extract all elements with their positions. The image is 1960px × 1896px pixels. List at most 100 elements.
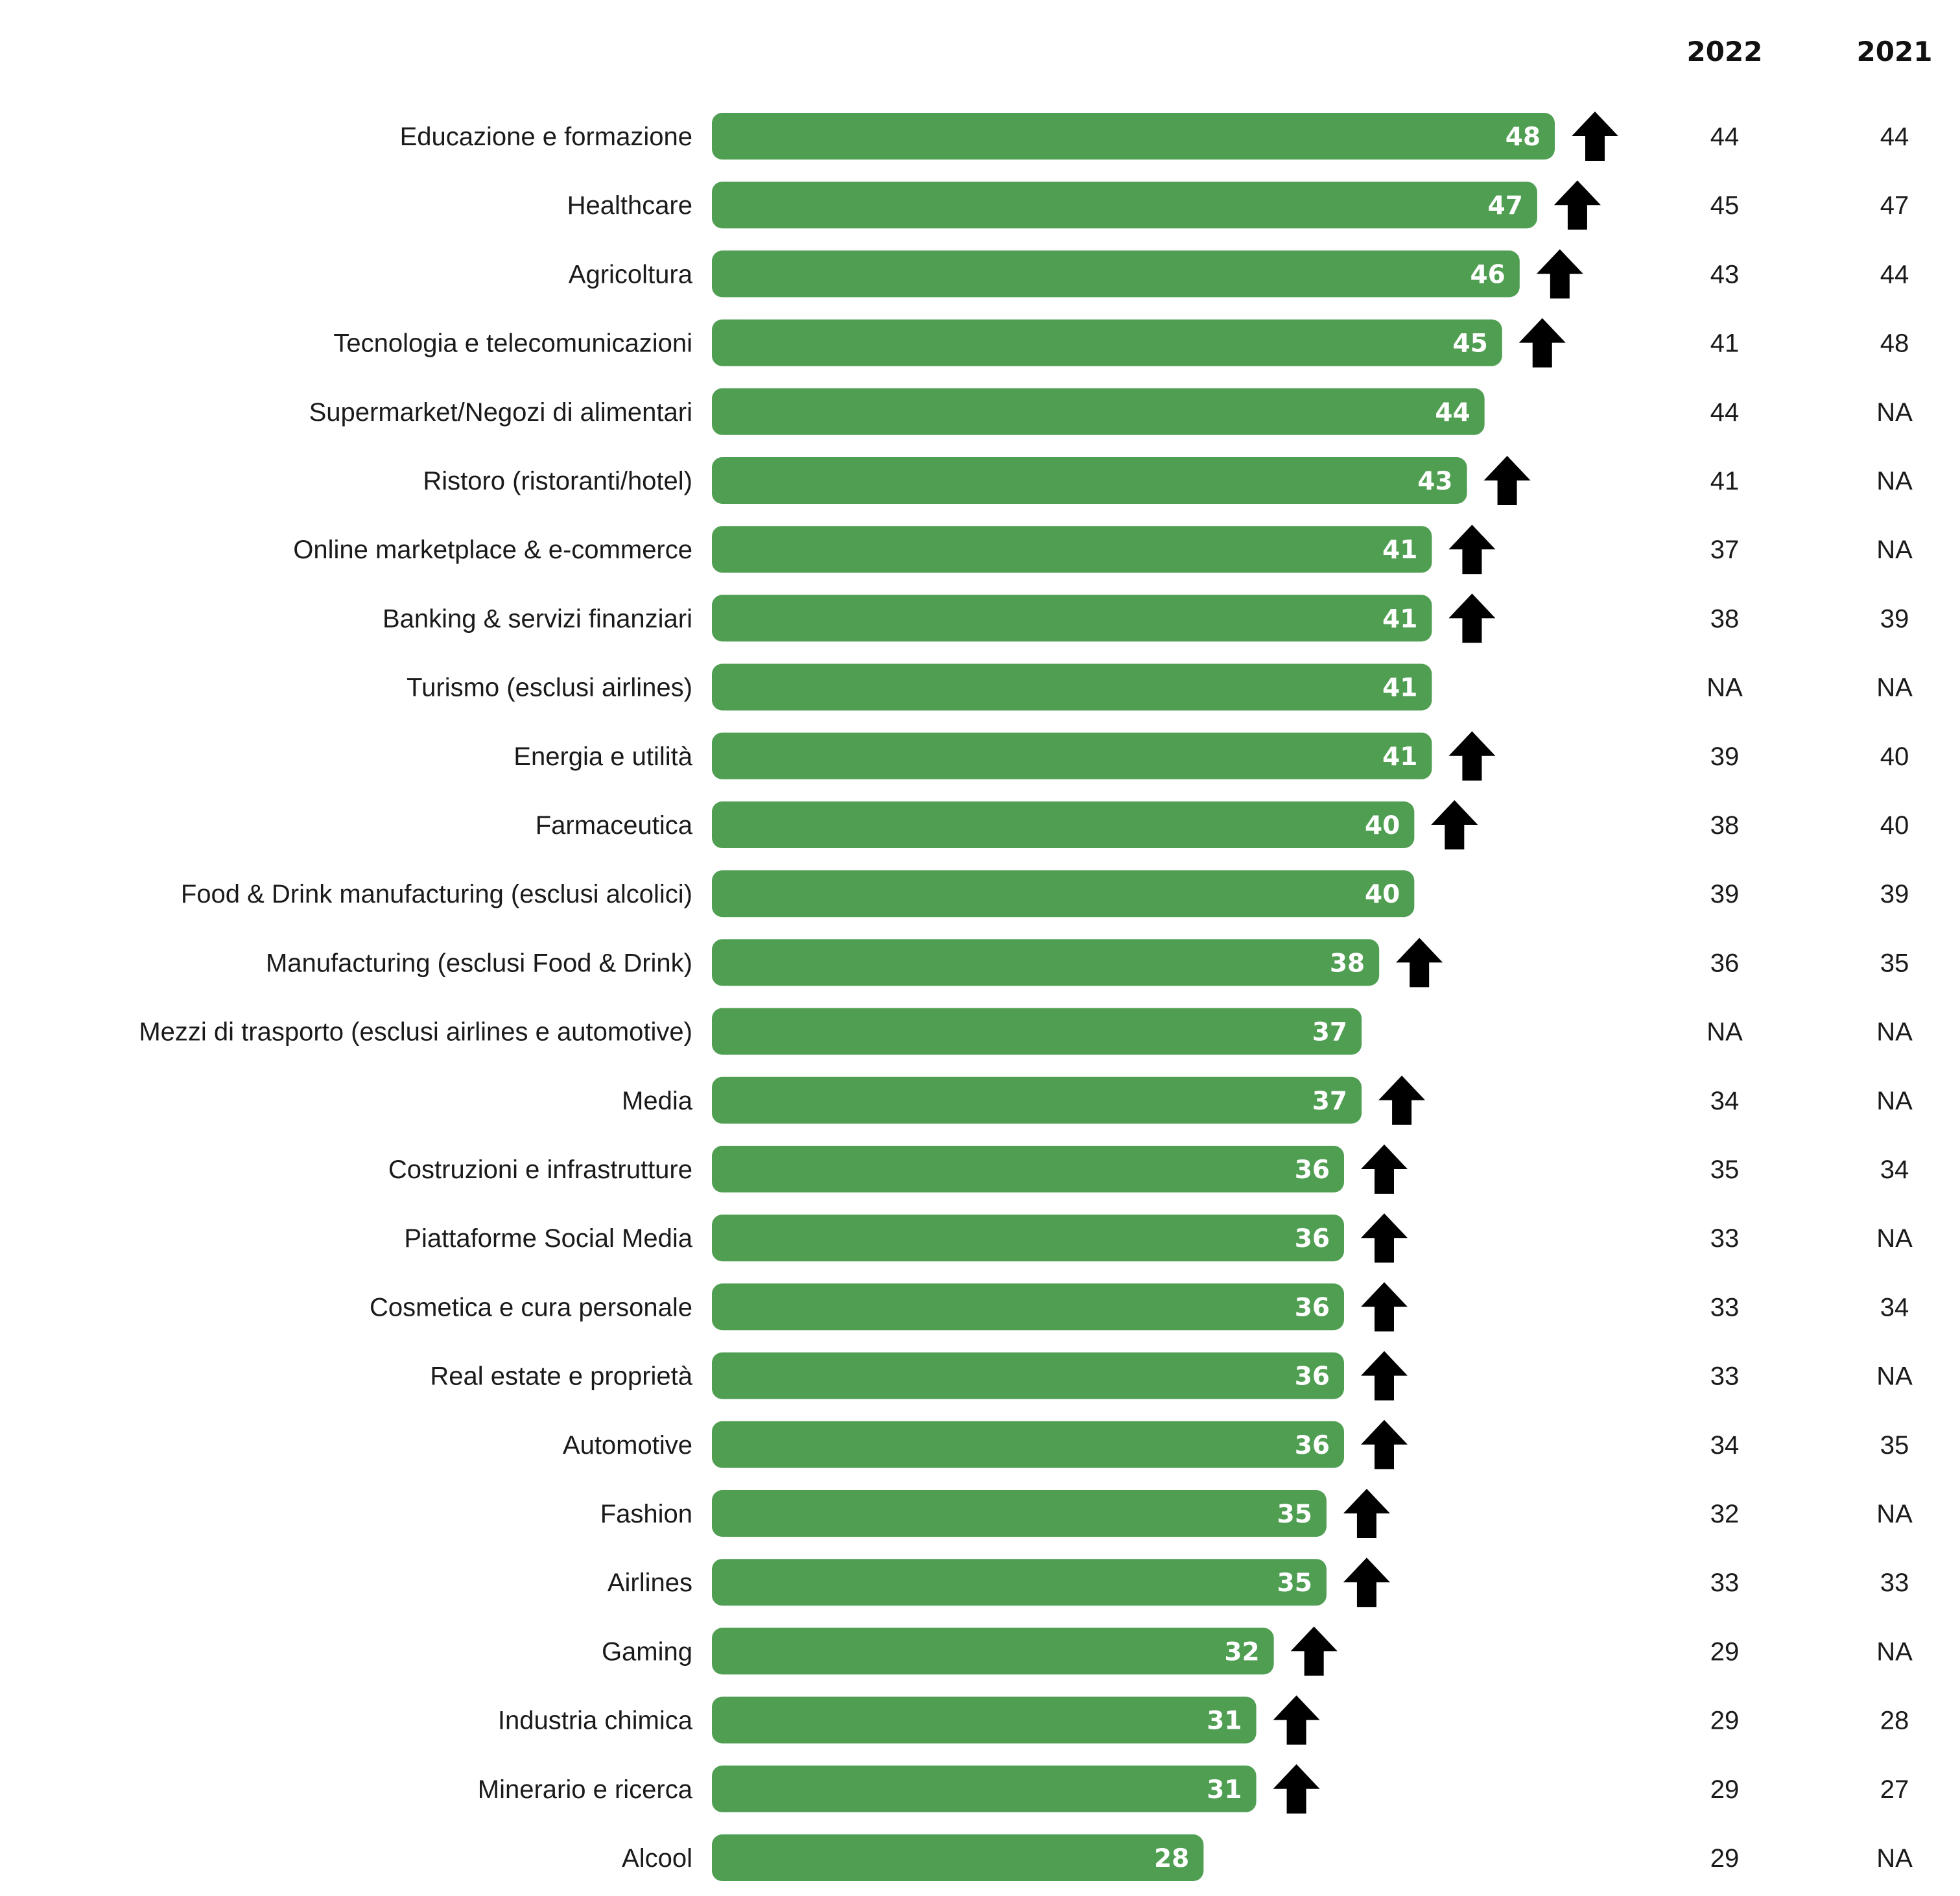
category-label: Ristoro (ristoranti/hotel) xyxy=(423,467,692,495)
value-2022: 33 xyxy=(1710,1362,1740,1391)
value-2021: 48 xyxy=(1880,329,1909,358)
value-2022: 41 xyxy=(1710,467,1740,495)
bar xyxy=(712,1352,1344,1399)
value-2021: NA xyxy=(1876,1637,1913,1666)
value-2021: 34 xyxy=(1880,1293,1909,1321)
value-2021: NA xyxy=(1876,1087,1913,1115)
category-label: Real estate e proprietà xyxy=(430,1362,692,1391)
value-2022: 32 xyxy=(1710,1500,1740,1528)
chart-row: Farmaceutica 40 38 40 xyxy=(536,800,1909,849)
bar xyxy=(712,250,1520,298)
bar-value-label: 37 xyxy=(1312,1018,1347,1047)
category-label: Cosmetica e cura personale xyxy=(370,1293,692,1321)
value-2021: 44 xyxy=(1880,123,1909,151)
value-2021: 33 xyxy=(1880,1569,1909,1597)
bar xyxy=(712,1215,1344,1262)
value-2021: 39 xyxy=(1880,604,1909,633)
bar xyxy=(712,939,1380,986)
bar-value-label: 48 xyxy=(1505,123,1541,152)
bar-value-label: 36 xyxy=(1295,1293,1330,1322)
up-arrow-icon xyxy=(1448,525,1496,575)
value-2022: 33 xyxy=(1710,1224,1740,1253)
bar xyxy=(712,457,1467,504)
value-2021: NA xyxy=(1876,674,1913,702)
up-arrow-icon xyxy=(1273,1695,1320,1745)
category-label: Food & Drink manufacturing (esclusi alco… xyxy=(181,880,692,908)
value-2022: NA xyxy=(1706,674,1743,702)
value-2021: 35 xyxy=(1880,1431,1909,1460)
chart-row: Real estate e proprietà 36 33 NA xyxy=(430,1351,1913,1401)
bar-value-label: 47 xyxy=(1488,191,1523,220)
category-label: Healthcare xyxy=(567,191,692,220)
value-2021: NA xyxy=(1876,1224,1913,1253)
bar xyxy=(712,526,1432,573)
category-label: Mezzi di trasporto (esclusi airlines e a… xyxy=(139,1018,692,1047)
category-label: Energia e utilità xyxy=(514,742,692,771)
value-2021: NA xyxy=(1876,536,1913,564)
bar-value-label: 36 xyxy=(1295,1224,1330,1253)
bar-value-label: 35 xyxy=(1277,1569,1312,1598)
category-label: Alcool xyxy=(622,1844,692,1873)
bar-value-label: 31 xyxy=(1207,1775,1242,1805)
up-arrow-icon xyxy=(1431,800,1478,849)
value-2021: 44 xyxy=(1880,260,1909,289)
up-arrow-icon xyxy=(1361,1213,1408,1263)
value-2022: 38 xyxy=(1710,604,1740,633)
value-2021: 27 xyxy=(1880,1775,1909,1804)
bar xyxy=(712,1283,1344,1331)
value-2022: 29 xyxy=(1710,1775,1740,1804)
chart-row: Manufacturing (esclusi Food & Drink) 38 36… xyxy=(266,938,1909,988)
bar-value-label: 32 xyxy=(1224,1637,1259,1666)
category-label: Automotive xyxy=(563,1431,692,1460)
bar-value-label: 41 xyxy=(1382,604,1417,634)
category-label: Media xyxy=(622,1087,693,1115)
value-2021: 34 xyxy=(1880,1155,1909,1184)
bar xyxy=(712,595,1432,642)
bar-value-label: 41 xyxy=(1382,674,1417,703)
bar xyxy=(712,1076,1362,1124)
value-2021: 35 xyxy=(1880,949,1909,977)
bar xyxy=(712,1490,1327,1537)
chart-row: Tecnologia e telecomunicazioni 45 41 48 xyxy=(333,318,1909,368)
category-label: Airlines xyxy=(608,1569,692,1597)
bar-value-label: 41 xyxy=(1382,742,1417,772)
chart-row: Online marketplace & e-commerce 41 37 NA xyxy=(293,525,1913,575)
up-arrow-icon xyxy=(1553,180,1601,230)
category-label: Piattaforme Social Media xyxy=(404,1224,692,1253)
bar-value-label: 36 xyxy=(1295,1155,1330,1185)
bar xyxy=(712,1008,1362,1055)
up-arrow-icon xyxy=(1290,1626,1338,1676)
value-2022: 41 xyxy=(1710,329,1740,358)
up-arrow-icon xyxy=(1361,1351,1408,1401)
column-header-2021: 2021 xyxy=(1857,36,1933,67)
value-2022: 34 xyxy=(1710,1087,1740,1115)
value-2022: 29 xyxy=(1710,1707,1740,1735)
chart-row: Turismo (esclusi airlines) 41 NA NA xyxy=(407,663,1913,711)
value-2022: 39 xyxy=(1710,880,1740,908)
bar xyxy=(712,1559,1327,1606)
value-2021: 28 xyxy=(1880,1707,1909,1735)
chart-row: Cosmetica e cura personale 36 33 34 xyxy=(370,1282,1909,1332)
up-arrow-icon xyxy=(1483,456,1531,505)
bar xyxy=(712,388,1485,435)
chart-rows: Educazione e formazione 48 44 44 Healthcare 4… xyxy=(139,112,1913,1881)
chart-row: Costruzioni e infrastrutture 36 35 34 xyxy=(388,1144,1909,1194)
chart-row: Industria chimica 31 29 28 xyxy=(498,1695,1909,1745)
bar-value-label: 46 xyxy=(1470,260,1505,289)
chart-row: Mezzi di trasporto (esclusi airlines e a… xyxy=(139,1008,1913,1055)
category-label: Manufacturing (esclusi Food & Drink) xyxy=(266,949,692,977)
category-label: Banking & servizi finanziari xyxy=(383,604,692,633)
category-label: Supermarket/Negozi di alimentari xyxy=(309,398,692,427)
chart-row: Minerario e ricerca 31 29 27 xyxy=(478,1764,1909,1814)
value-2021: NA xyxy=(1876,398,1913,427)
category-label: Tecnologia e telecomunicazioni xyxy=(333,329,692,358)
value-2021: NA xyxy=(1876,1500,1913,1528)
category-label: Turismo (esclusi airlines) xyxy=(407,674,692,702)
up-arrow-icon xyxy=(1518,318,1566,368)
chart-row: Healthcare 47 45 47 xyxy=(567,180,1909,230)
column-header-2022: 2022 xyxy=(1687,36,1763,67)
chart-row: Airlines 35 33 33 xyxy=(608,1558,1909,1607)
bar-value-label: 37 xyxy=(1312,1087,1347,1116)
bar xyxy=(712,113,1555,160)
